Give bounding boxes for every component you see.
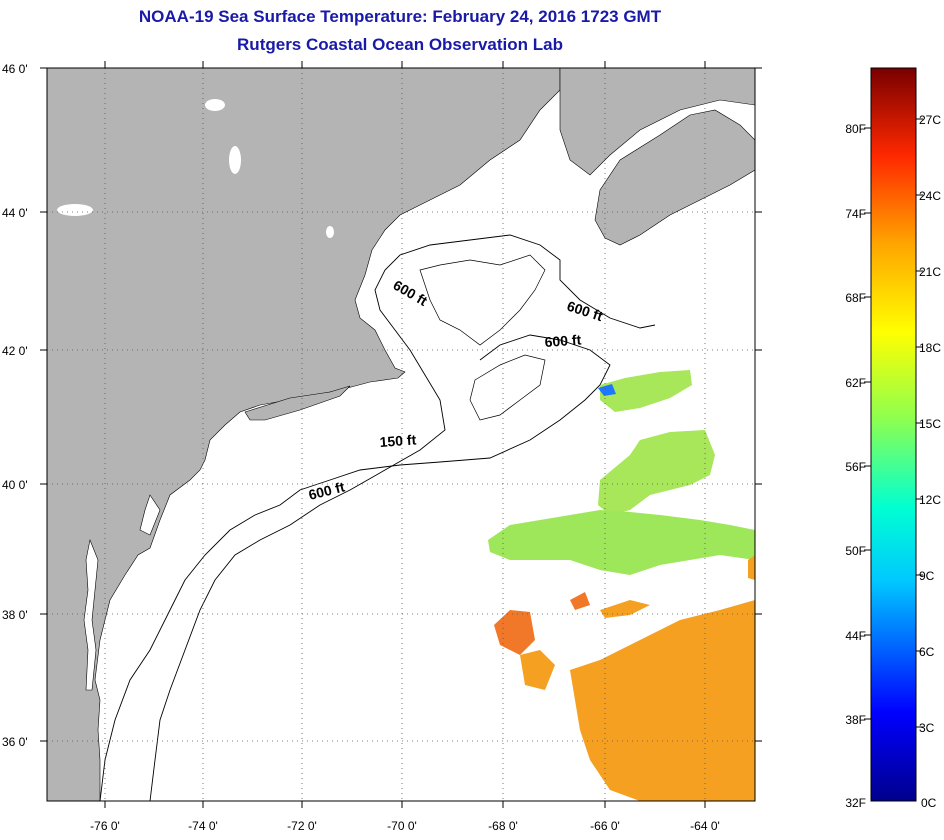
- colorbar-c-label: 6C: [919, 645, 935, 659]
- graticule: [47, 68, 755, 801]
- colorbar-ticks: [864, 118, 923, 728]
- sst-patch: [520, 650, 555, 690]
- colorbar-f-label: 44F: [845, 629, 866, 643]
- contour-gulf-maine: [419, 254, 546, 346]
- colorbar-c-label: 24C: [919, 189, 941, 203]
- sst-patch: [600, 600, 650, 618]
- lat-label: 46 0': [2, 62, 28, 76]
- colorbar-c-label: 27C: [919, 113, 941, 127]
- lake: [229, 146, 241, 174]
- colorbar-f-label: 50F: [845, 544, 866, 558]
- sst-patch: [570, 592, 590, 610]
- sst-patch: [600, 370, 692, 412]
- sst-patch: [570, 600, 755, 801]
- colorbar-c-label: 12C: [919, 493, 941, 507]
- colorbar-c-label: 3C: [919, 721, 935, 735]
- contour-600ft-outer: [99, 334, 611, 801]
- lon-label: -68 0': [488, 819, 518, 833]
- colorbar-c-label: 21C: [919, 265, 941, 279]
- map-subtitle: Rutgers Coastal Ocean Observation Lab: [237, 35, 563, 54]
- land-new-brunswick: [559, 68, 755, 176]
- sst-patch: [494, 610, 535, 655]
- land-long-island: [244, 385, 351, 421]
- lon-label: -74 0': [188, 819, 218, 833]
- lake: [57, 204, 93, 216]
- lon-label: -66 0': [590, 819, 620, 833]
- contour-georges: [469, 354, 546, 421]
- land-nova-scotia: [594, 109, 755, 246]
- sst-patch: [488, 510, 755, 575]
- sst-patch: [598, 384, 616, 396]
- lon-label: -76 0': [90, 819, 120, 833]
- lat-label: 44 0': [2, 206, 28, 220]
- sst-patch: [748, 555, 755, 580]
- lat-label: 40 0': [2, 478, 28, 492]
- colorbar: [870, 67, 917, 802]
- tick-marks: [40, 61, 762, 808]
- lake: [205, 99, 225, 111]
- colorbar-c-label: 0C: [921, 796, 937, 810]
- contour-label: 150 ft: [379, 431, 417, 450]
- lat-label: 42 0': [2, 344, 28, 358]
- colorbar-f-label: 68F: [845, 291, 866, 305]
- colorbar-c-label: 9C: [919, 569, 935, 583]
- contour-label: 600 ft: [544, 331, 582, 350]
- map-frame: [46, 67, 756, 802]
- lon-label: -70 0': [387, 819, 417, 833]
- lon-label: -64 0': [690, 819, 720, 833]
- lake: [326, 226, 334, 238]
- colorbar-f-label: 38F: [845, 713, 866, 727]
- lat-label: 36 0': [2, 735, 28, 749]
- chesapeake-bay: [83, 538, 99, 691]
- colorbar-c-label: 18C: [919, 341, 941, 355]
- map-title: NOAA-19 Sea Surface Temperature: Februar…: [138, 7, 662, 26]
- colorbar-f-label: 62F: [845, 376, 866, 390]
- lat-label: 38 0': [2, 608, 28, 622]
- contour-150ft: [149, 234, 656, 801]
- colorbar-c-label: 15C: [919, 417, 941, 431]
- colorbar-f-label: 74F: [845, 207, 866, 221]
- colorbar-f-label: 56F: [845, 460, 866, 474]
- colorbar-f-label: 80F: [845, 122, 866, 136]
- lon-label: -72 0': [287, 819, 317, 833]
- colorbar-f-label: 32F: [845, 796, 866, 810]
- sst-patch: [598, 430, 715, 515]
- delaware-bay: [139, 494, 161, 536]
